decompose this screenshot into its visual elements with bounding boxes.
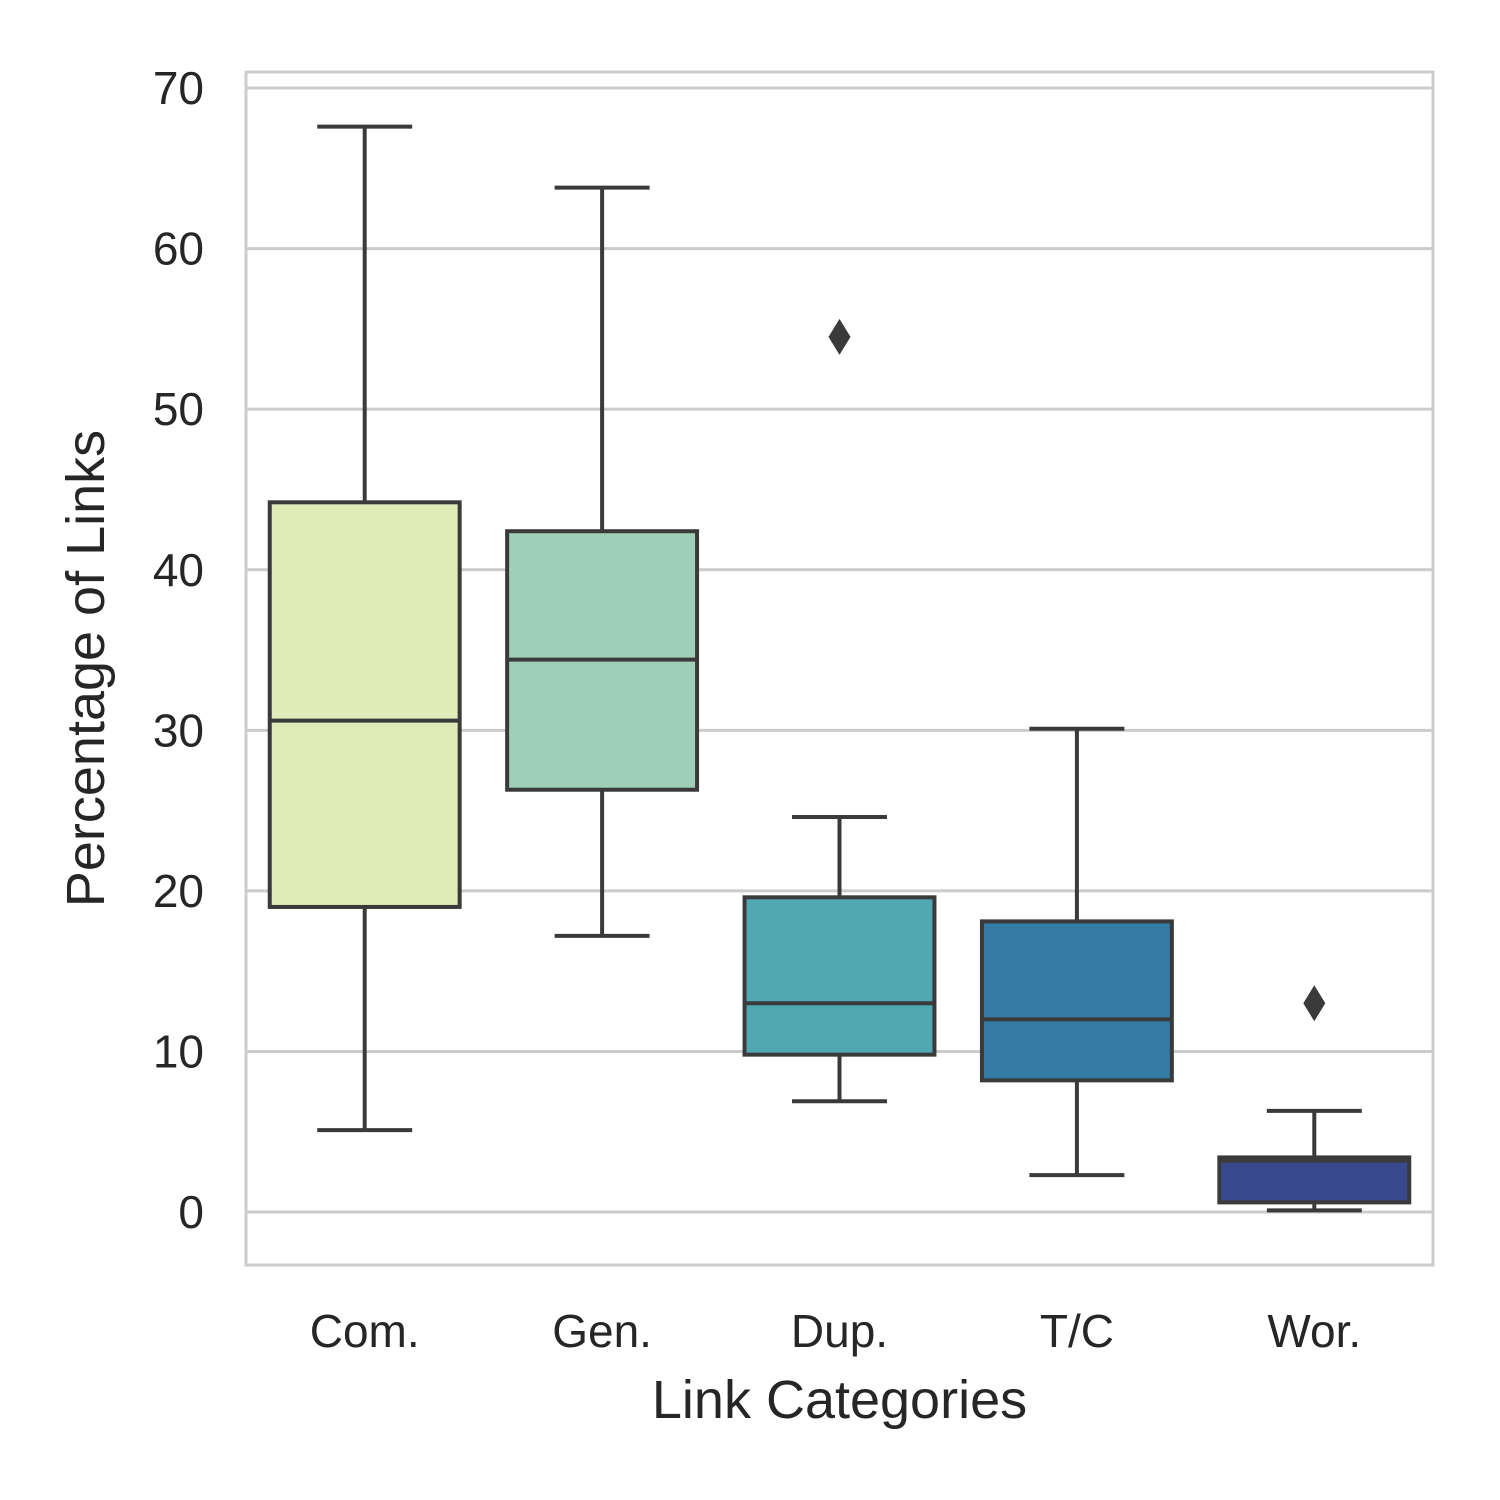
x-tick-label-3: Dup. xyxy=(791,1305,888,1357)
x-tick-label-2: Gen. xyxy=(552,1305,652,1357)
box-group-1 xyxy=(267,124,462,1133)
box-group-3 xyxy=(742,318,937,1104)
interquartile-box xyxy=(267,500,462,909)
plot-area-frame xyxy=(244,70,1435,1267)
y-tick-label-10: 10 xyxy=(153,1025,204,1077)
y-tick-label-70: 70 xyxy=(153,62,204,114)
y-axis-title: Percentage of Links xyxy=(56,430,116,907)
y-tick-label-50: 50 xyxy=(153,383,204,435)
y-tick-label-60: 60 xyxy=(153,223,204,275)
outlier-marker xyxy=(1303,985,1326,1022)
box-group-2 xyxy=(505,185,700,938)
y-tick-label-0: 0 xyxy=(178,1186,204,1238)
x-tick-label-4: T/C xyxy=(1040,1305,1114,1357)
outlier-marker xyxy=(828,318,851,355)
interquartile-box xyxy=(1217,1155,1412,1205)
x-axis-title: Link Categories xyxy=(652,1370,1027,1430)
interquartile-box xyxy=(979,919,1174,1083)
box-series xyxy=(267,124,1412,1213)
interquartile-box xyxy=(742,895,937,1057)
box-group-5 xyxy=(1217,985,1412,1213)
y-tick-label-30: 30 xyxy=(153,704,204,756)
x-tick-label-5: Wor. xyxy=(1267,1305,1361,1357)
y-tick-label-40: 40 xyxy=(153,544,204,596)
x-tick-label-1: Com. xyxy=(310,1305,420,1357)
y-tick-label-20: 20 xyxy=(153,865,204,917)
y-axis-tick-labels: 0 10 20 30 40 50 60 70 xyxy=(153,62,204,1238)
x-axis-tick-labels: Com. Gen. Dup. T/C Wor. xyxy=(310,1305,1361,1357)
box-group-4 xyxy=(979,726,1174,1178)
